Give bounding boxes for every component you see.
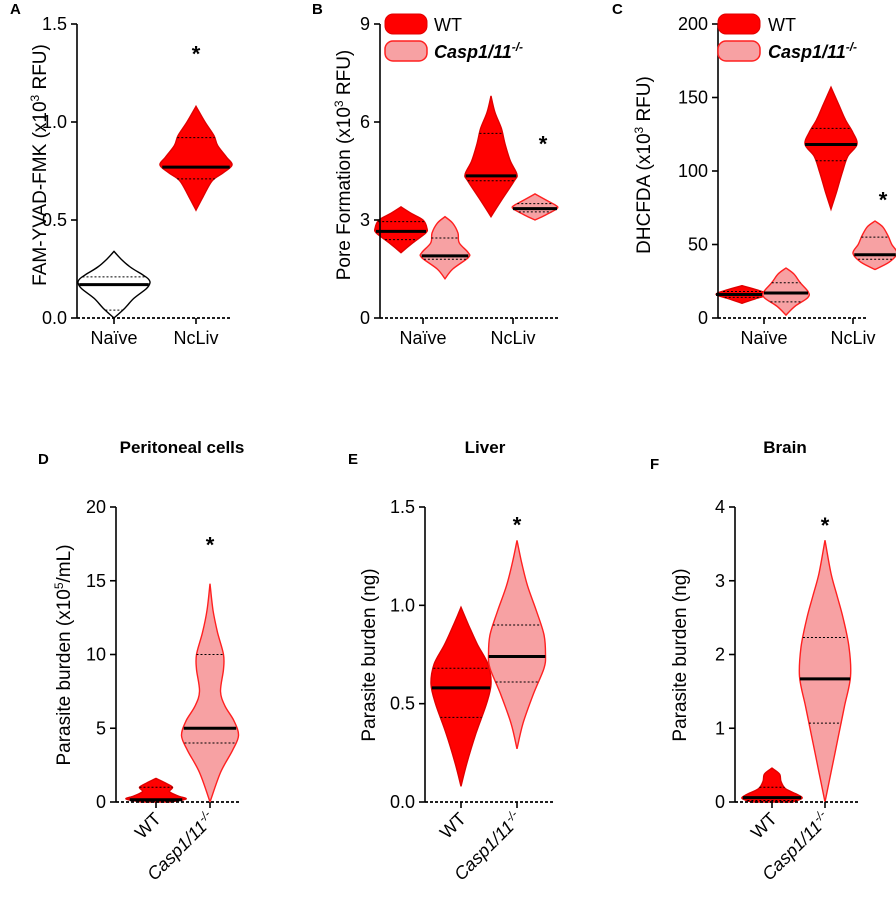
violin-E-wt — [430, 605, 492, 787]
violin-group — [430, 540, 547, 787]
y-tick-label: 100 — [678, 161, 708, 181]
violin-B-ncliv-ko — [511, 193, 559, 221]
y-tick-label: 3 — [715, 571, 725, 591]
axes: 0.0 0.5 1.0 1.5 Naïve NcLiv — [42, 14, 232, 348]
panel-e: E Liver Parasite burden (ng) 0.0 0.5 1.0 1.… — [348, 438, 553, 884]
y-tick-label: 2 — [715, 645, 725, 665]
x-category-label: NcLiv — [490, 328, 535, 348]
x-category-label: Naïve — [740, 328, 787, 348]
y-axis-label: DHCFDA (x103 RFU) — [632, 76, 655, 254]
y-tick-label: 1.5 — [390, 497, 415, 517]
y-tick-label: 0 — [360, 308, 370, 328]
y-tick-label: 0.5 — [42, 210, 67, 230]
legend-swatch-ko — [717, 40, 761, 62]
y-tick-label: 150 — [678, 88, 708, 108]
x-category-label: Naïve — [399, 328, 446, 348]
significance-star: * — [192, 41, 201, 66]
legend-swatch-wt — [717, 13, 761, 35]
violin-group — [715, 85, 896, 317]
violin-B-ncliv-wt — [464, 95, 518, 219]
y-tick-label: 20 — [86, 497, 106, 517]
violin-group — [125, 583, 240, 805]
panel-letter: C — [612, 1, 623, 18]
panel-d: D Peritoneal cells Parasite burden (x105… — [38, 438, 244, 884]
legend-swatch-wt — [384, 13, 428, 35]
y-axis-label: FAM-YVAD-FMK (x103 RFU) — [28, 44, 51, 286]
y-tick-label: 0 — [96, 792, 106, 812]
violin-group — [77, 104, 233, 319]
y-tick-label: 50 — [688, 235, 708, 255]
y-tick-label: 10 — [86, 645, 106, 665]
panel-a: A FAM-YVAD-FMK (x103 RFU) 0.0 0.5 1.0 1.5 Na… — [10, 1, 233, 348]
legend-label-ko: Casp1/11-/- — [434, 40, 523, 62]
significance-star: * — [821, 513, 830, 538]
panel-b: B Pore Formation (x103 RFU) 0 3 6 9 Naïve NcL… — [312, 1, 559, 348]
x-category-label: WT — [747, 809, 781, 843]
y-tick-label: 0 — [698, 308, 708, 328]
significance-star: * — [539, 132, 548, 157]
y-tick-label: 15 — [86, 571, 106, 591]
y-tick-label: 0 — [715, 792, 725, 812]
axes: 0 50 100 150 200 Naïve NcLiv — [678, 14, 876, 348]
panel-c: C DHCFDA (x103 RFU) 0 50 100 150 200 Naïve NcL… — [612, 1, 896, 348]
significance-star: * — [513, 513, 522, 538]
legend: WT Casp1/11-/- — [384, 13, 523, 62]
panel-title: Peritoneal cells — [120, 438, 245, 457]
violin-group — [373, 95, 559, 280]
legend-swatch-ko — [384, 40, 428, 62]
violin-F-wt — [741, 767, 803, 803]
violin-F-ko — [798, 540, 852, 803]
y-axis-label: Parasite burden (ng) — [359, 568, 380, 741]
violin-C-ncliv-ko — [852, 220, 896, 271]
violin-C-ncliv-wt — [804, 85, 858, 212]
violin-B-naive-ko — [419, 215, 471, 280]
y-tick-label: 4 — [715, 497, 725, 517]
y-tick-label: 1.0 — [390, 595, 415, 615]
panel-f: F Brain Parasite burden (ng) 01234WTCasp… — [650, 438, 858, 884]
violin-E-ko — [487, 540, 547, 750]
y-axis-label: Pore Formation (x103 RFU) — [332, 50, 355, 281]
panel-letter: E — [348, 451, 358, 468]
violin-D-wt — [125, 777, 187, 803]
violin-group — [741, 540, 852, 803]
panel-letter: A — [10, 1, 21, 18]
y-tick-label: 5 — [96, 718, 106, 738]
x-category-label: WT — [131, 809, 165, 843]
y-tick-label: 1.0 — [42, 112, 67, 132]
panel-letter: F — [650, 456, 659, 473]
y-tick-label: 0.0 — [390, 792, 415, 812]
y-tick-label: 1 — [715, 718, 725, 738]
significance-star: * — [206, 532, 215, 557]
axes: 0 3 6 9 Naïve NcLiv — [360, 14, 558, 348]
x-category-label: NcLiv — [830, 328, 875, 348]
legend-label-wt: WT — [434, 15, 462, 35]
x-category-label: Naïve — [90, 328, 137, 348]
significance-star: * — [879, 187, 888, 212]
violin-A-ncliv — [159, 104, 233, 212]
y-tick-label: 3 — [360, 210, 370, 230]
legend-label-wt: WT — [768, 15, 796, 35]
legend-label-ko: Casp1/11-/- — [768, 40, 857, 62]
y-tick-label: 0.5 — [390, 694, 415, 714]
y-tick-label: 200 — [678, 14, 708, 34]
x-category-label: WT — [436, 809, 470, 843]
panel-letter: D — [38, 451, 49, 468]
panel-title: Liver — [465, 438, 506, 457]
y-axis-label: Parasite burden (x105/mL) — [52, 544, 75, 765]
x-category-label: NcLiv — [173, 328, 218, 348]
y-axis-label: Parasite burden (ng) — [670, 568, 691, 741]
violin-B-naive-wt — [373, 206, 429, 254]
legend: WT Casp1/11-/- — [717, 13, 857, 62]
y-tick-label: 9 — [360, 14, 370, 34]
y-tick-label: 6 — [360, 112, 370, 132]
y-tick-label: 1.5 — [42, 14, 67, 34]
y-tick-label: 0.0 — [42, 308, 67, 328]
panel-title: Brain — [763, 438, 806, 457]
panel-letter: B — [312, 1, 323, 18]
violin-D-ko — [180, 583, 240, 805]
